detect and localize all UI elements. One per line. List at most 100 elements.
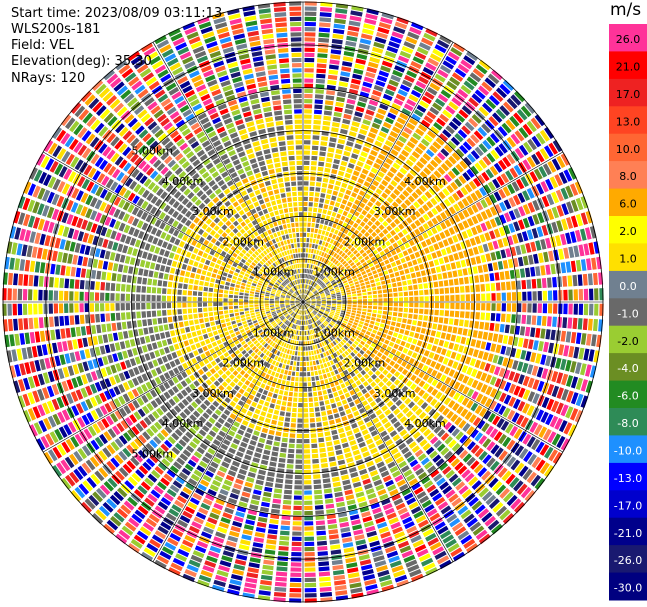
range-gate: [475, 370, 483, 380]
range-gate: [392, 470, 401, 478]
range-gate: [282, 330, 286, 336]
range-gate: [458, 251, 464, 259]
range-gate: [314, 291, 318, 295]
range-gate: [308, 291, 311, 296]
range-gate: [205, 322, 211, 328]
range-gate: [577, 274, 583, 286]
range-gate: [353, 349, 358, 355]
range-gate: [574, 410, 584, 423]
range-gate: [487, 519, 500, 531]
range-gate: [470, 192, 479, 202]
range-gate: [325, 367, 330, 373]
range-gate: [497, 261, 504, 270]
range-gate: [320, 380, 325, 385]
range-gate: [301, 315, 303, 320]
range-gate: [396, 390, 404, 398]
range-gate: [217, 369, 224, 376]
range-gate: [370, 333, 376, 338]
range-gate: [99, 392, 107, 403]
range-gate: [310, 306, 314, 310]
range-gate: [379, 250, 385, 257]
range-gate: [535, 150, 545, 163]
range-gate: [218, 384, 225, 392]
range-gate: [500, 345, 507, 355]
range-gate: [397, 317, 402, 323]
range-gate: [575, 214, 583, 227]
range-gate: [359, 221, 366, 227]
range-gate: [304, 331, 307, 336]
range-gate: [542, 303, 548, 314]
range-gate: [114, 374, 121, 384]
range-gate: [493, 366, 501, 376]
range-gate: [593, 350, 600, 363]
range-gate: [305, 284, 308, 289]
range-gate: [372, 550, 384, 558]
range-gate: [492, 354, 499, 364]
range-gate: [278, 321, 283, 326]
range-gate: [430, 330, 436, 337]
range-gate: [275, 383, 281, 389]
range-gate: [308, 207, 313, 212]
range-gate: [227, 339, 233, 344]
range-gate: [123, 370, 131, 380]
range-gate: [387, 112, 397, 120]
range-gate: [406, 497, 417, 506]
range-gate: [104, 390, 112, 400]
range-gate: [582, 318, 588, 331]
range-gate: [236, 451, 244, 458]
range-gate: [368, 324, 374, 329]
range-gate: [305, 248, 309, 253]
range-gate: [295, 454, 303, 459]
range-gate: [187, 404, 195, 413]
range-gate: [293, 324, 296, 329]
range-gate: [411, 151, 421, 159]
range-gate: [398, 153, 407, 162]
range-gate: [474, 504, 486, 515]
range-gate: [191, 357, 198, 365]
range-gate: [442, 239, 449, 247]
range-gate: [114, 342, 121, 351]
range-gate: [530, 266, 536, 277]
range-gate: [307, 314, 310, 319]
range-gate: [197, 347, 204, 354]
range-gate: [252, 320, 258, 324]
range-gate: [490, 460, 500, 472]
range-gate: [320, 235, 324, 240]
range-gate: [352, 524, 363, 531]
range-gate: [216, 339, 222, 345]
range-gate: [311, 303, 316, 305]
range-gate: [314, 99, 323, 105]
range-gate: [320, 308, 325, 312]
range-gate: [492, 178, 501, 189]
range-gate: [354, 63, 365, 70]
range-gate: [381, 319, 386, 324]
range-gate: [134, 356, 141, 365]
range-gate: [458, 277, 464, 285]
range-gate: [270, 308, 275, 311]
range-gate: [364, 334, 370, 339]
range-gate: [425, 149, 435, 158]
range-gate: [370, 430, 378, 437]
range-gate: [474, 321, 480, 329]
range-gate: [560, 358, 567, 371]
range-gate: [436, 39, 450, 49]
range-gate: [249, 324, 254, 329]
range-gate: [328, 142, 336, 148]
range-gate: [298, 397, 303, 403]
range-gate: [527, 303, 532, 313]
range-gate: [356, 206, 363, 213]
range-gate: [77, 362, 85, 373]
range-gate: [522, 389, 531, 400]
range-gate: [279, 328, 283, 333]
range-gate: [536, 226, 544, 238]
range-gate: [233, 564, 246, 571]
range-gate: [352, 449, 361, 456]
range-gate: [321, 306, 326, 308]
range-gate: [333, 413, 340, 419]
range-gate: [540, 239, 547, 250]
range-gate: [344, 242, 350, 248]
range-gate: [461, 469, 471, 479]
range-gate: [215, 531, 226, 539]
range-gate: [326, 305, 331, 308]
range-gate: [282, 510, 291, 515]
